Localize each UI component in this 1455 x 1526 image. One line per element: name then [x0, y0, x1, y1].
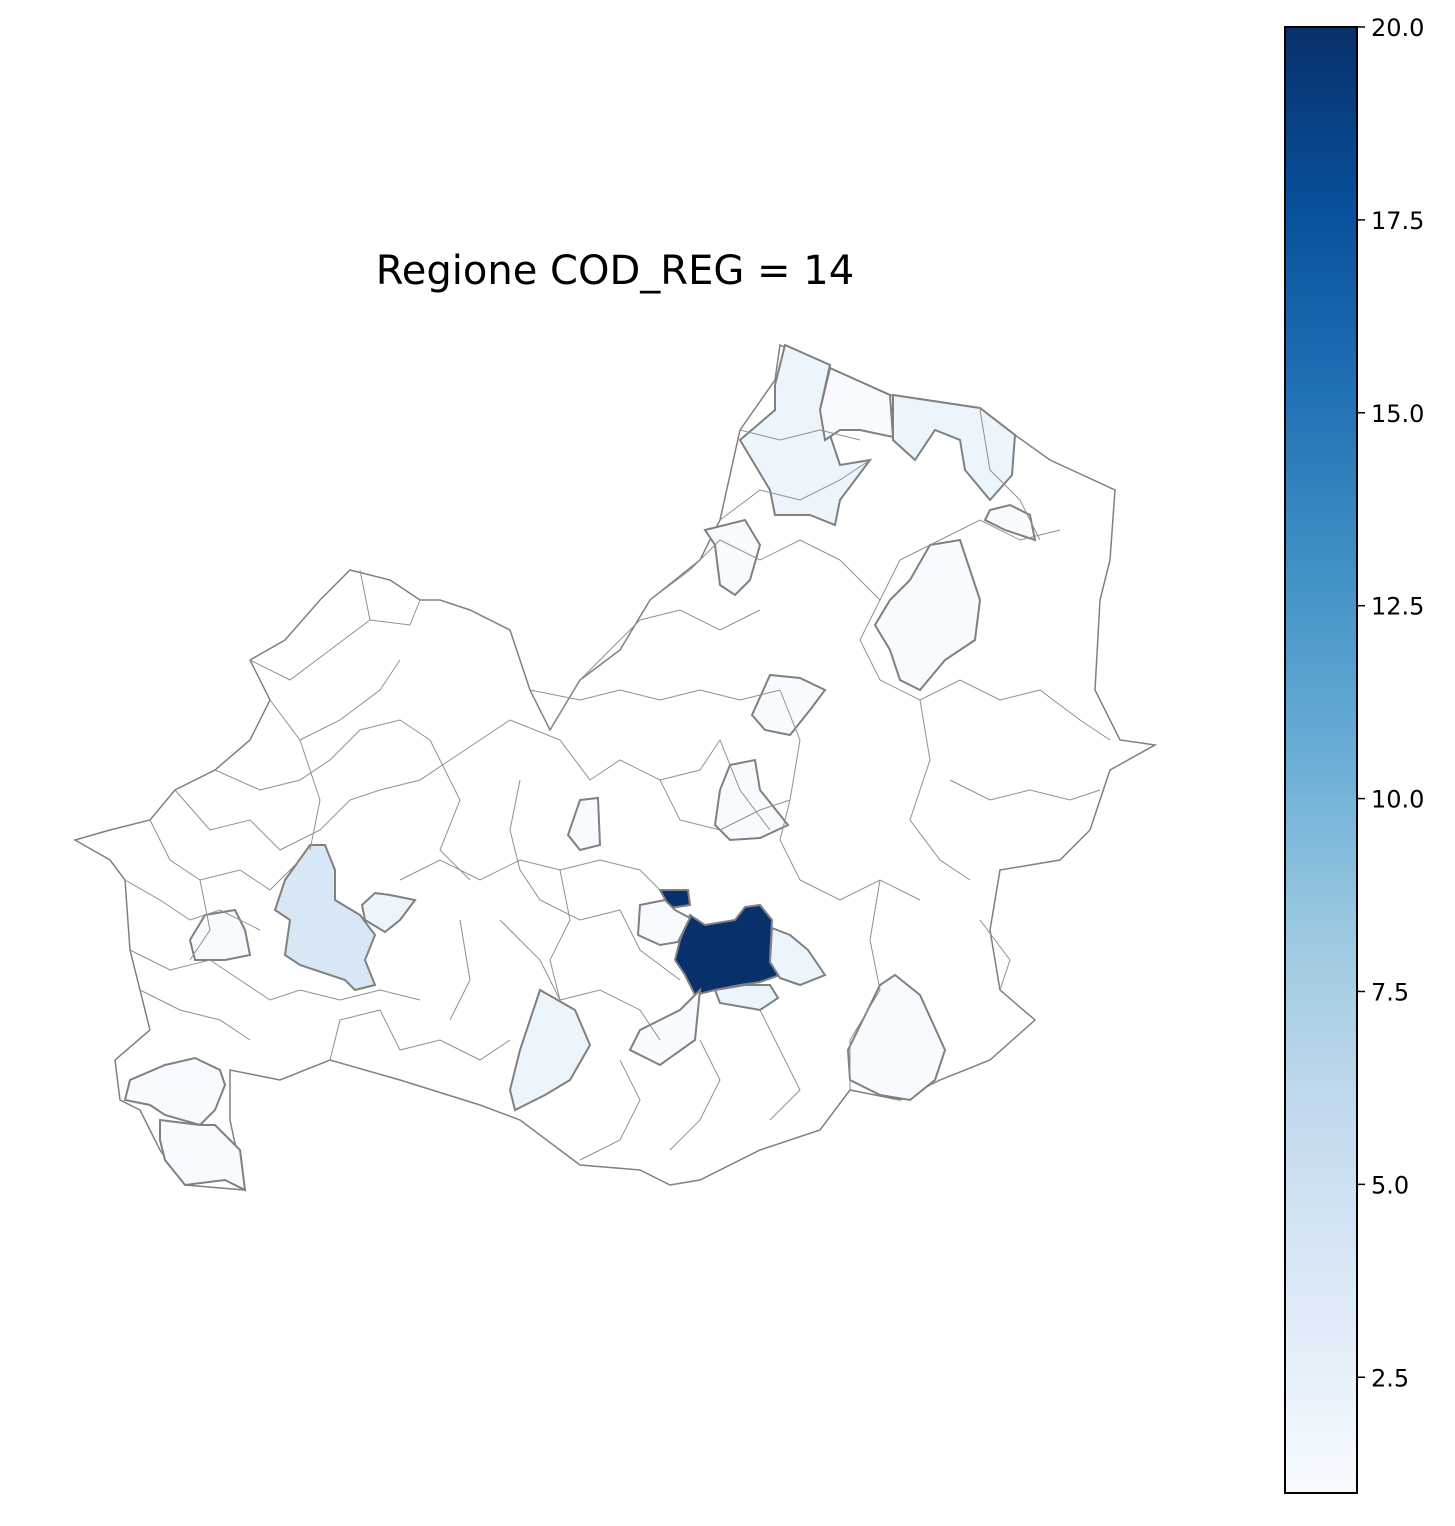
regions-layer: [123, 343, 1037, 1192]
colorbar-tick-label: 10.0: [1371, 786, 1424, 814]
map-title: Regione COD_REG = 14: [375, 248, 855, 294]
colorbar-tick-label: 12.5: [1371, 593, 1424, 621]
region-center-right-of-main: [768, 926, 827, 987]
region-north-coast-mid: [818, 366, 895, 442]
region-west-small: [360, 891, 417, 934]
region-southwest-b: [159, 1118, 247, 1192]
region-north-small-east: [983, 503, 1037, 542]
region-center-below-main: [713, 984, 780, 1012]
region-west-big: [273, 844, 377, 992]
region-center-north: [750, 673, 827, 737]
colorbar: 2.5 5.0 7.5 10.0 12.5 15.0 17.5 20.0: [1284, 15, 1424, 1494]
region-south-mid: [508, 988, 592, 1112]
municipal-boundaries: [124, 409, 1111, 1161]
colorbar-ticks: 2.5 5.0 7.5 10.0 12.5 15.0 17.5 20.0: [1357, 15, 1424, 1392]
colorbar-tick-label: 2.5: [1371, 1364, 1409, 1392]
region-north-inland-tall: [873, 538, 982, 692]
region-west-far: [188, 908, 252, 961]
region-center-mid: [713, 758, 790, 842]
region-center-darkest-main: [673, 903, 782, 997]
region-north-coast-east: [892, 393, 1017, 502]
colorbar-tick-label: 15.0: [1371, 400, 1424, 428]
region-north-inland-a: [703, 518, 762, 597]
region-south-east: [846, 973, 947, 1102]
colorbar-tick-label: 20.0: [1371, 15, 1424, 42]
region-center-small: [566, 796, 602, 852]
colorbar-tick-label: 17.5: [1371, 207, 1424, 235]
map-canvas: [73, 343, 1158, 1192]
region-center-left-of-main: [636, 898, 692, 947]
colorbar-tick-label: 5.0: [1371, 1171, 1409, 1199]
colorbar-tick-label: 7.5: [1371, 978, 1409, 1006]
colorbar-gradient: [1284, 26, 1358, 1494]
region-south-center: [628, 987, 702, 1067]
